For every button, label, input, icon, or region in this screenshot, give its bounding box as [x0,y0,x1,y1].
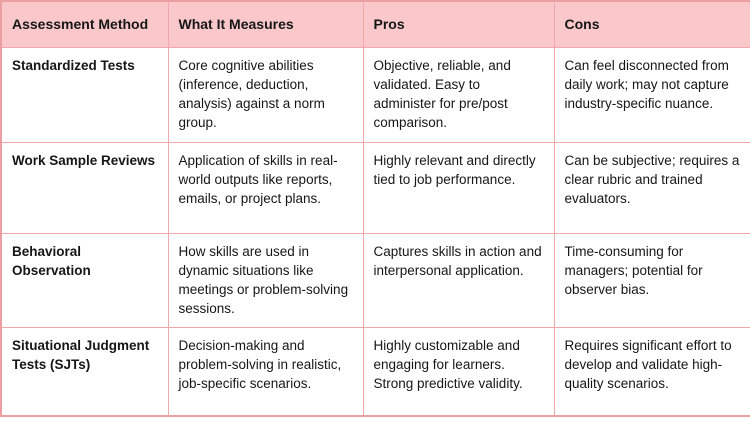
cons-cell: Requires significant effort to develop a… [553,326,750,417]
pros-cell: Highly customizable and engaging for lea… [362,326,555,417]
measures-cell: How skills are used in dynamic situation… [167,232,364,328]
table-row-situational-judgment-tests: Situational Judgment Tests (SJTs) Decisi… [0,326,750,417]
cons-cell: Can be subjective; requires a clear rubr… [553,141,750,234]
header-cell-pros: Pros [362,0,555,48]
pros-cell: Highly relevant and directly tied to job… [362,141,555,234]
header-row: Assessment Method What It Measures Pros … [0,0,750,48]
table-row-behavioral-observation: Behavioral Observation How skills are us… [0,232,750,328]
pros-cell: Captures skills in action and interperso… [362,232,555,328]
measures-cell: Decision-making and problem-solving in r… [167,326,364,417]
method-cell: Situational Judgment Tests (SJTs) [0,326,169,417]
method-cell: Standardized Tests [0,46,169,143]
pros-cell: Objective, reliable, and validated. Easy… [362,46,555,143]
method-cell: Work Sample Reviews [0,141,169,234]
cons-cell: Can feel disconnected from daily work; m… [553,46,750,143]
method-cell: Behavioral Observation [0,232,169,328]
table-row-standardized-tests: Standardized Tests Core cognitive abilit… [0,46,750,143]
header-cell-cons: Cons [553,0,750,48]
header-cell-assessment-method: Assessment Method [0,0,169,48]
header-cell-what-it-measures: What It Measures [167,0,364,48]
measures-cell: Core cognitive abilities (inference, ded… [167,46,364,143]
measures-cell: Application of skills in real-world outp… [167,141,364,234]
cons-cell: Time-consuming for managers; potential f… [553,232,750,328]
table-row-work-sample-reviews: Work Sample Reviews Application of skill… [0,141,750,234]
